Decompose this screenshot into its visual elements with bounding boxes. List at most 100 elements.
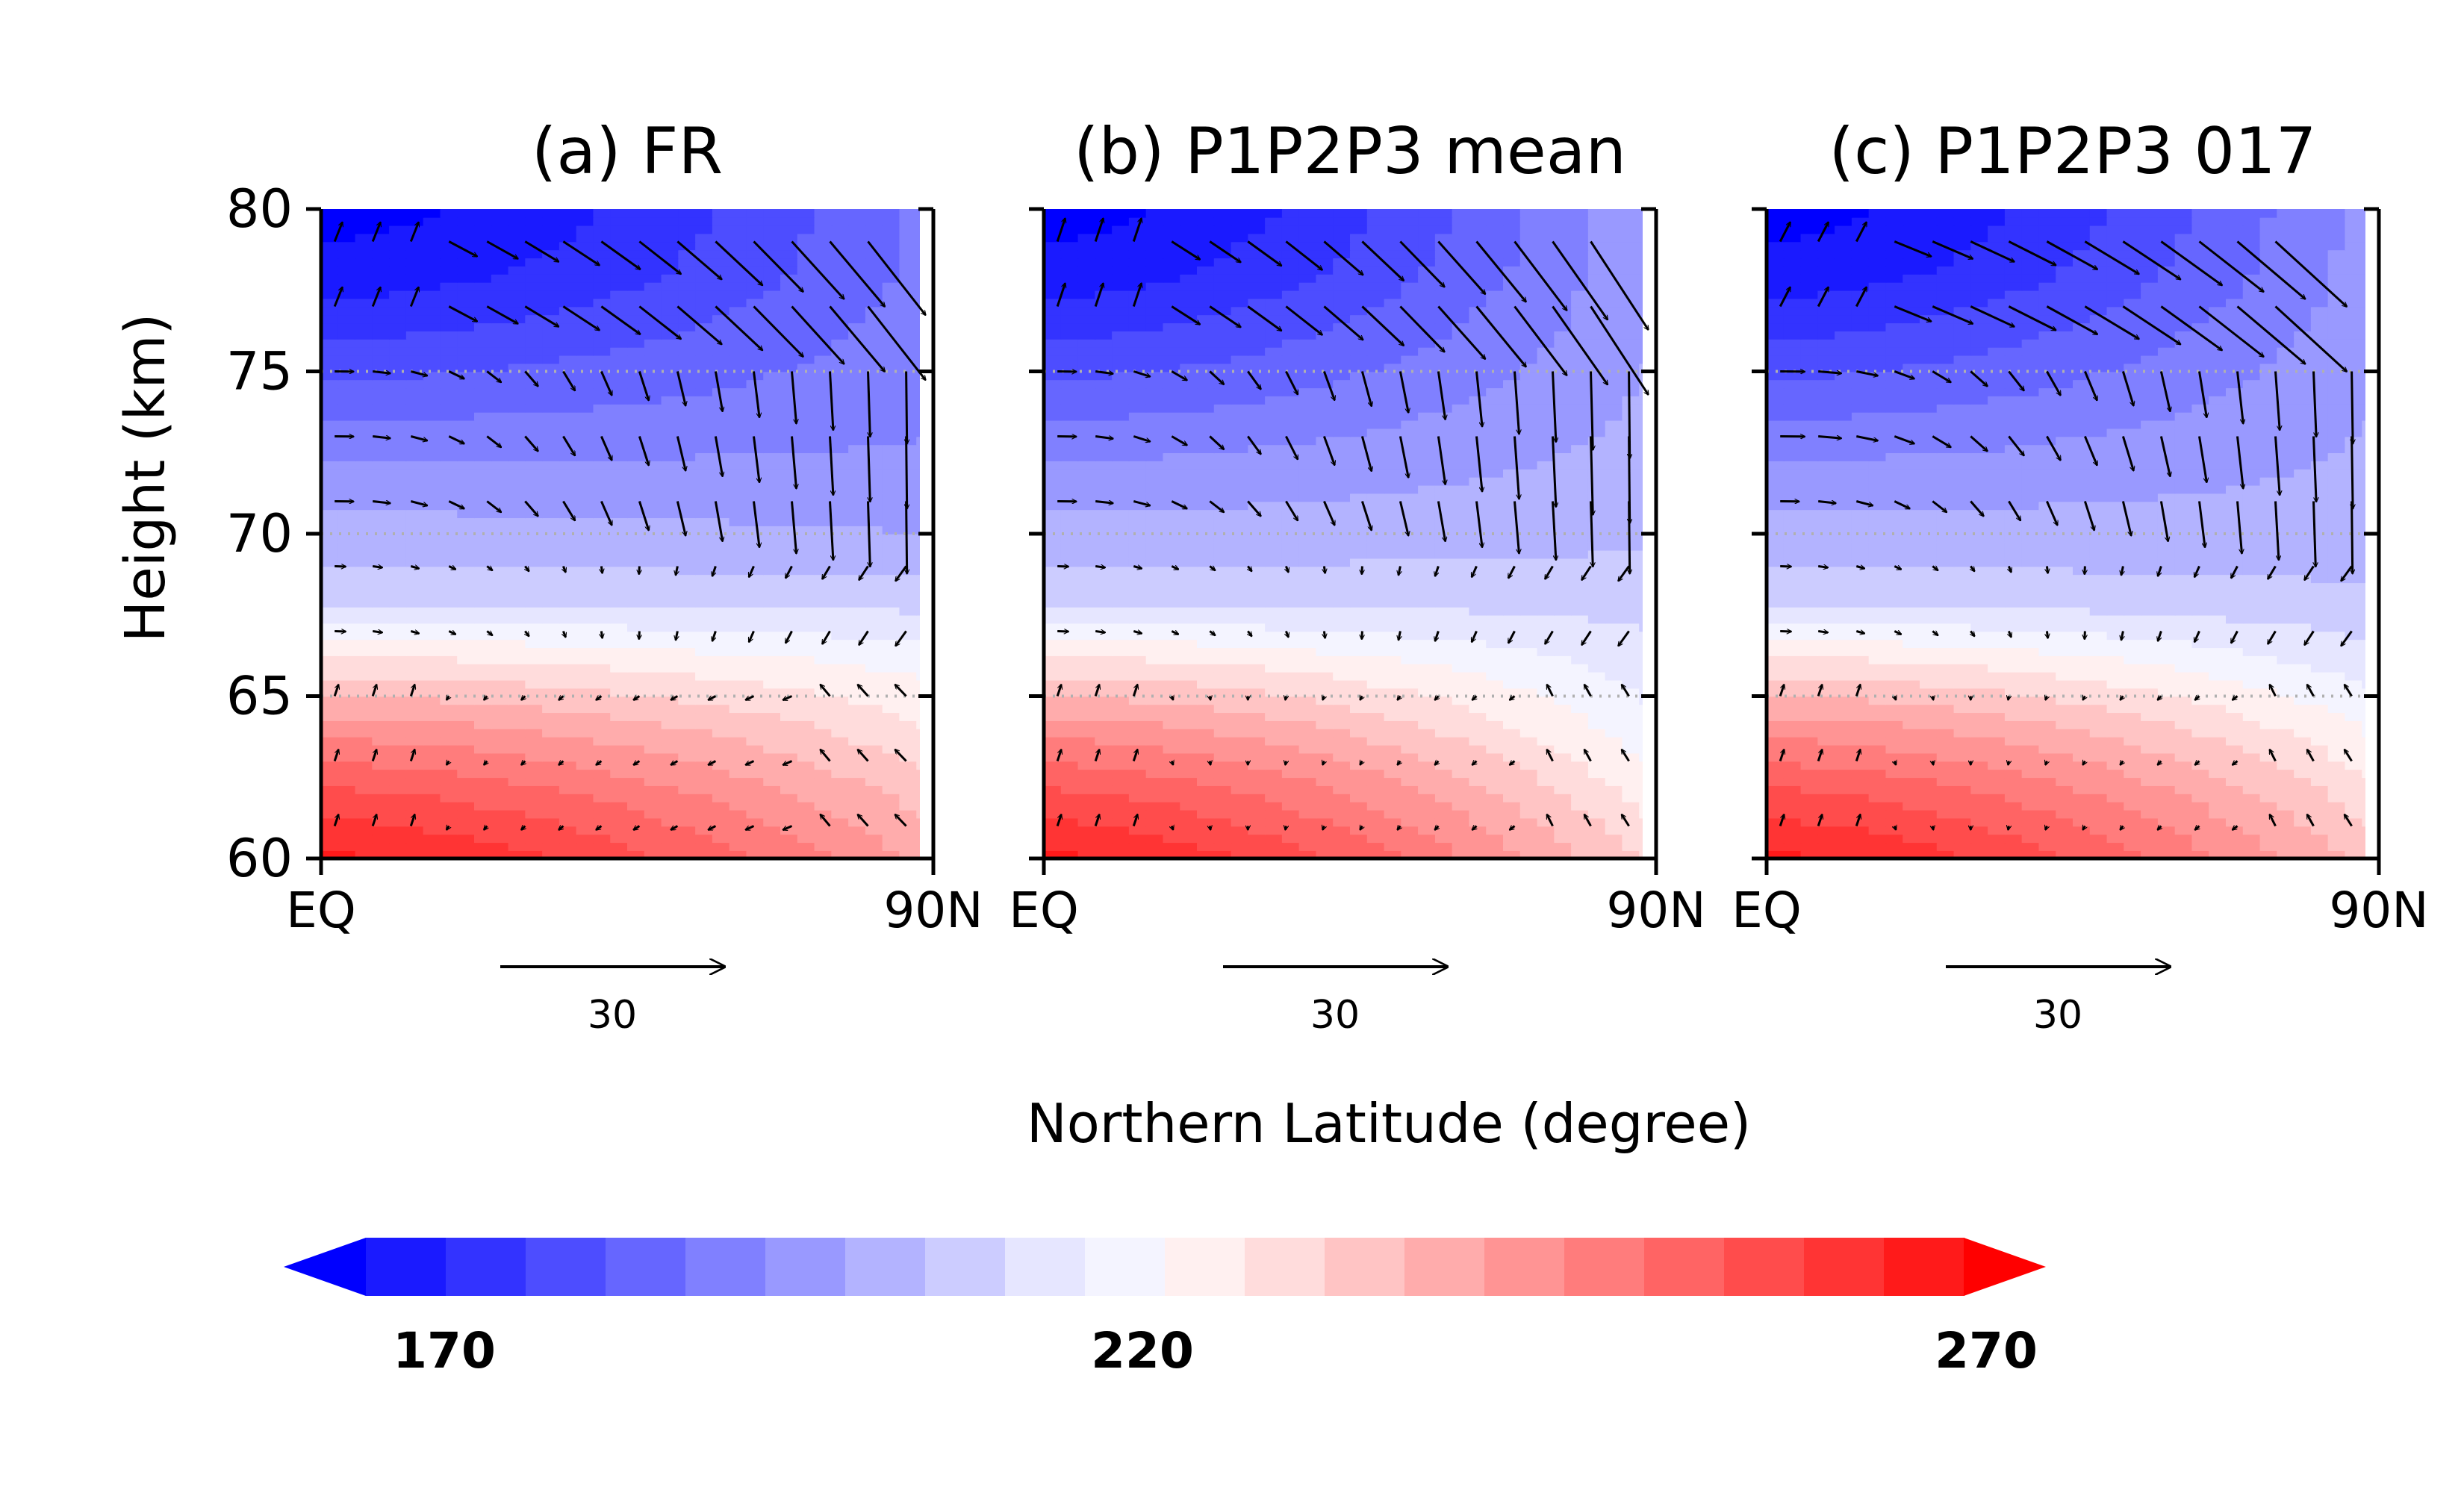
temp-cell <box>1316 469 1334 478</box>
temp-cell <box>508 436 526 446</box>
temp-cell <box>1503 801 1521 811</box>
temp-cell <box>593 614 612 624</box>
temp-cell <box>899 794 918 802</box>
wind-arrow <box>895 565 907 582</box>
temp-cell <box>1197 517 1215 526</box>
temp-cell <box>1622 517 1640 526</box>
temp-cell <box>882 761 900 770</box>
temp-cell <box>1571 647 1589 656</box>
temp-cell <box>491 704 509 714</box>
temp-cell <box>1350 655 1368 664</box>
temp-cell <box>1486 744 1504 754</box>
temp-cell <box>797 752 815 762</box>
temp-cell <box>321 671 339 681</box>
temp-cell <box>729 679 747 689</box>
temp-cell <box>457 785 475 794</box>
temp-cell <box>780 850 798 859</box>
temp-cell <box>661 387 679 396</box>
temp-cell <box>1128 785 1147 794</box>
temp-cell <box>1401 720 1419 729</box>
temp-cell <box>899 744 918 754</box>
wind-arrow <box>333 749 338 761</box>
temp-cell <box>661 436 679 446</box>
temp-cell <box>474 306 492 316</box>
temp-cell <box>1519 493 1538 502</box>
temp-cell <box>627 233 645 243</box>
temp-cell <box>1571 752 1589 762</box>
temp-cell <box>831 501 849 511</box>
temp-cell <box>440 266 458 275</box>
temp-cell <box>1145 420 1164 429</box>
temp-cell <box>780 371 798 381</box>
temp-cell <box>525 274 543 283</box>
temp-cell <box>695 258 713 267</box>
temp-cell <box>627 549 645 559</box>
temp-cell <box>1044 736 1062 746</box>
temp-cell <box>814 729 833 738</box>
temp-cell <box>848 777 866 786</box>
wind-arrow <box>445 826 449 830</box>
temp-cell <box>593 411 612 421</box>
temp-cell <box>610 306 628 316</box>
temp-cell <box>1384 794 1402 802</box>
temp-cell <box>627 679 645 689</box>
temp-cell <box>593 655 612 664</box>
temp-cell <box>389 549 407 559</box>
temp-cell <box>661 509 679 519</box>
temp-cell <box>372 744 390 754</box>
temp-cell <box>1044 574 1062 584</box>
temp-cell <box>848 363 866 373</box>
temp-cell <box>542 346 560 356</box>
temp-cell <box>1486 534 1504 543</box>
temp-cell <box>576 420 594 429</box>
temp-cell <box>474 664 492 673</box>
temp-cell <box>1213 679 1232 689</box>
temp-cell <box>389 501 407 511</box>
temp-cell <box>457 363 475 373</box>
temp-cell <box>1519 623 1538 632</box>
temp-cell <box>491 322 509 331</box>
temp-cell <box>661 420 679 429</box>
temp-cell <box>780 355 798 364</box>
temp-cell <box>1316 461 1334 470</box>
temp-cell <box>389 826 407 835</box>
wind-arrow <box>676 631 678 640</box>
temp-cell <box>627 281 645 291</box>
temp-cell <box>1145 469 1164 478</box>
temp-cell <box>814 834 833 844</box>
temp-cell <box>542 387 560 396</box>
temp-cell <box>457 274 475 283</box>
temp-cell <box>355 842 373 851</box>
temp-cell <box>1060 850 1079 859</box>
temp-cell <box>780 777 798 786</box>
temp-cell <box>559 452 577 461</box>
temp-cell <box>848 216 866 226</box>
temp-cell <box>1418 664 1436 673</box>
temp-cell <box>423 729 441 738</box>
temp-cell <box>405 209 424 218</box>
temp-cell <box>678 842 696 851</box>
temp-cell <box>1281 712 1300 721</box>
temp-cell <box>1503 436 1521 446</box>
temp-cell <box>491 631 509 640</box>
temp-cell <box>1605 761 1623 770</box>
temp-cell <box>405 534 424 543</box>
temp-cell <box>542 574 560 584</box>
temp-cell <box>491 355 509 364</box>
temp-cell <box>1333 761 1351 770</box>
temp-cell <box>814 566 833 576</box>
temp-cell <box>491 777 509 786</box>
temp-cell <box>1044 606 1062 616</box>
temp-cell <box>661 404 679 413</box>
temp-cell <box>321 233 339 243</box>
temp-cell <box>746 428 765 437</box>
temp-cell <box>423 614 441 624</box>
temp-cell <box>1587 428 1606 437</box>
temp-cell <box>678 379 696 389</box>
temp-cell <box>1077 842 1096 851</box>
temp-cell <box>882 769 900 779</box>
temp-cell <box>337 404 356 413</box>
temp-cell <box>763 679 781 689</box>
wind-arrow <box>596 696 603 701</box>
temp-cell <box>321 225 339 234</box>
